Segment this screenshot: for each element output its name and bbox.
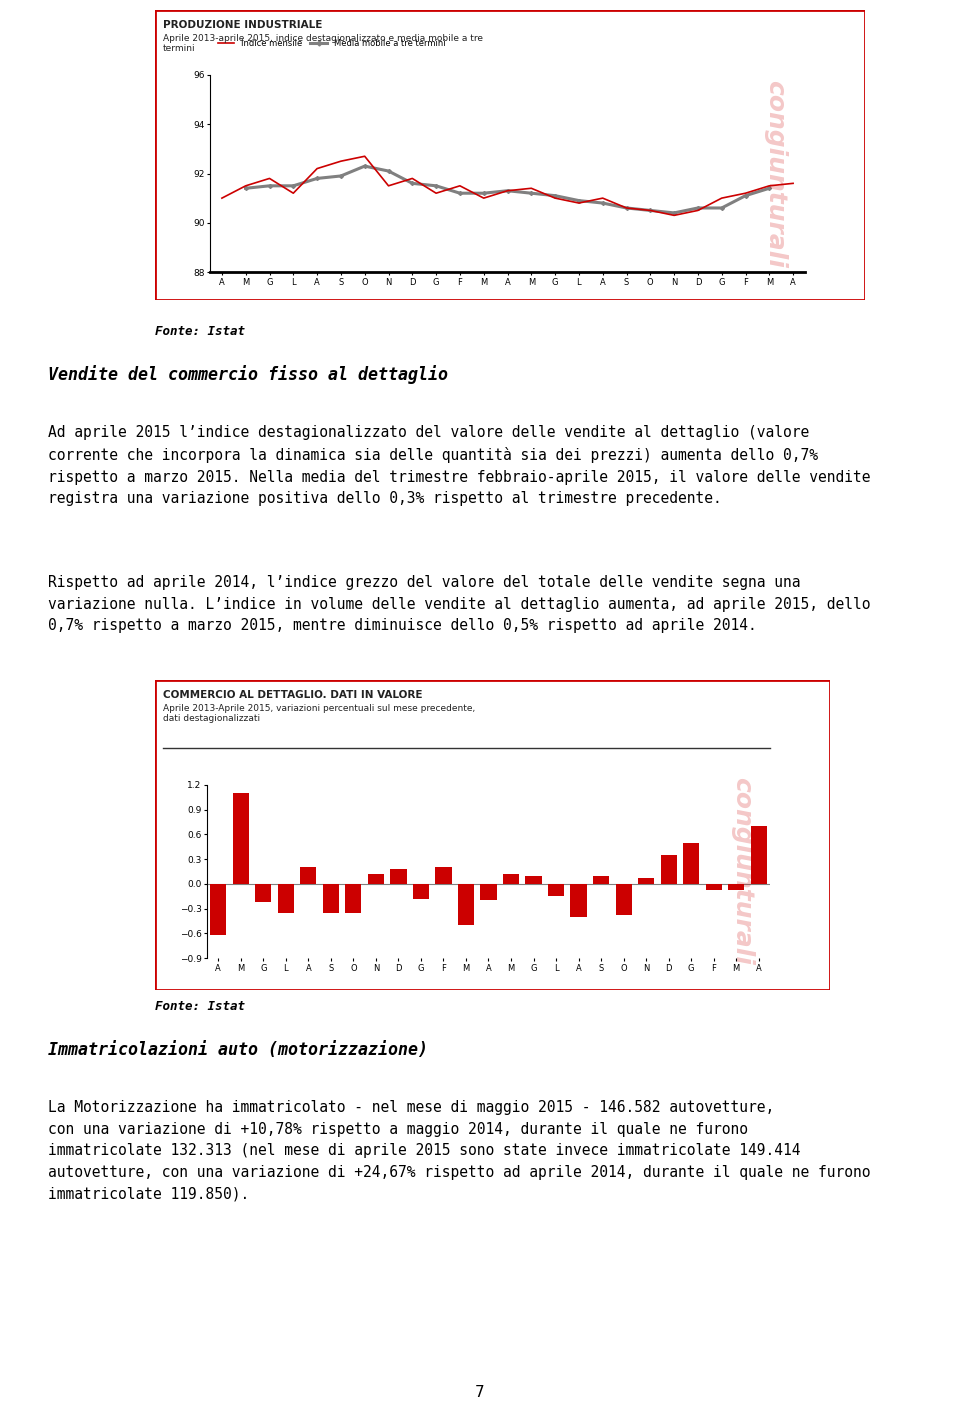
Bar xyxy=(751,826,767,883)
Text: congiunturali: congiunturali xyxy=(763,80,787,268)
Bar xyxy=(346,884,362,912)
Bar xyxy=(458,884,474,925)
Bar xyxy=(684,842,699,884)
Text: La Motorizzazione ha immatricolato - nel mese di maggio 2015 - 146.582 autovettu: La Motorizzazione ha immatricolato - nel… xyxy=(48,1100,871,1201)
Bar xyxy=(706,884,722,891)
Text: Fonte: Istat: Fonte: Istat xyxy=(155,1000,245,1013)
Bar xyxy=(300,868,317,884)
Bar xyxy=(548,884,564,896)
Bar xyxy=(232,794,249,884)
Bar xyxy=(277,884,294,912)
Bar xyxy=(593,875,610,883)
Text: Aprile 2013-aprile 2015, indice destagionalizzato e media mobile a tre
termini: Aprile 2013-aprile 2015, indice destagio… xyxy=(163,34,483,53)
Bar xyxy=(525,875,541,883)
Text: Rispetto ad aprile 2014, l’indice grezzo del valore del totale delle vendite seg: Rispetto ad aprile 2014, l’indice grezzo… xyxy=(48,576,871,633)
Bar xyxy=(503,874,519,884)
Text: COMMERCIO AL DETTAGLIO. DATI IN VALORE: COMMERCIO AL DETTAGLIO. DATI IN VALORE xyxy=(163,690,422,700)
Bar xyxy=(660,855,677,884)
Legend: Indice mensile, Media mobile a tre termini: Indice mensile, Media mobile a tre termi… xyxy=(214,36,448,51)
Bar xyxy=(570,884,587,916)
Text: congiunturali: congiunturali xyxy=(730,778,754,966)
Bar xyxy=(368,874,384,884)
Text: Immatricolazioni auto (motorizzazione): Immatricolazioni auto (motorizzazione) xyxy=(48,1042,428,1059)
Bar xyxy=(413,884,429,899)
Text: Aprile 2013-Aprile 2015, variazioni percentuali sul mese precedente,
dati destag: Aprile 2013-Aprile 2015, variazioni perc… xyxy=(163,704,475,724)
Bar xyxy=(435,868,451,884)
Bar xyxy=(391,869,406,884)
Bar xyxy=(728,884,744,891)
Bar xyxy=(255,884,272,902)
Bar xyxy=(323,884,339,912)
Text: Vendite del commercio fisso al dettaglio: Vendite del commercio fisso al dettaglio xyxy=(48,365,448,383)
Bar xyxy=(615,884,632,915)
Text: Ad aprile 2015 l’indice destagionalizzato del valore delle vendite al dettaglio : Ad aprile 2015 l’indice destagionalizzat… xyxy=(48,425,871,506)
Text: 7: 7 xyxy=(475,1385,485,1399)
Text: Fonte: Istat: Fonte: Istat xyxy=(155,325,245,338)
Bar xyxy=(210,884,227,935)
Bar xyxy=(638,878,655,884)
Bar xyxy=(480,884,496,901)
Text: PRODUZIONE INDUSTRIALE: PRODUZIONE INDUSTRIALE xyxy=(163,20,323,30)
